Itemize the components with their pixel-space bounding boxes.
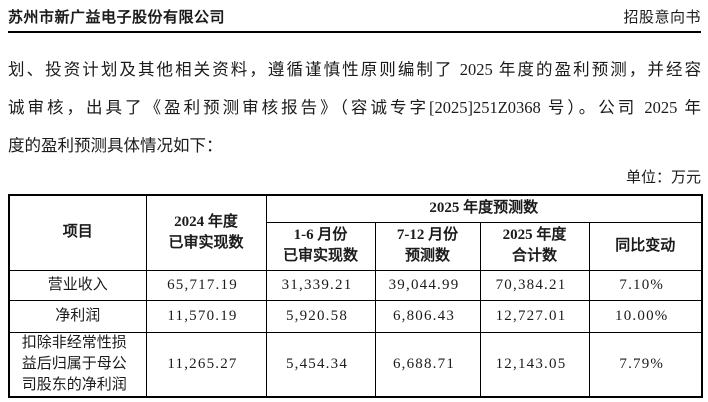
company-name: 苏州市新广益电子股份有限公司	[8, 10, 226, 26]
table-row-deducted-net-profit: 扣除非经常性损益后归属于母公司股东的净利润 11,265.27 5,454.34…	[8, 331, 703, 397]
page-header: 苏州市新广益电子股份有限公司 招股意向书	[8, 0, 701, 33]
cell-yoy-change: 7.10%	[588, 269, 703, 301]
row-item-label-text: 扣除非经常性损益后归属于母公司股东的净利润	[21, 334, 127, 393]
header-h1-actual: 1-6 月份 已审实现数	[265, 221, 376, 271]
cell-h1-actual: 31,339.21	[265, 269, 376, 301]
header-2024-actual: 2024 年度 已审实现数	[145, 194, 267, 271]
table-header-row-sub: 1-6 月份 已审实现数 7-12 月份 预测数 2025 年度 合计数 同比变…	[9, 221, 703, 271]
header-h2-forecast: 7-12 月份 预测数	[374, 221, 481, 271]
table-row-revenue: 营业收入 65,717.19 31,339.21 39,044.99 70,38…	[8, 269, 703, 301]
header-2025-total-line2: 合计数	[511, 248, 557, 264]
header-h2-forecast-line1: 7-12 月份	[396, 227, 459, 243]
cell-2024-actual: 65,717.19	[145, 269, 267, 301]
header-yoy-change: 同比变动	[588, 221, 703, 271]
cell-yoy-change: 7.79%	[588, 331, 703, 397]
cell-h1-actual: 5,920.58	[265, 299, 376, 333]
cell-2025-total: 12,143.05	[479, 331, 590, 397]
cell-h2-forecast: 39,044.99	[374, 269, 481, 301]
cell-h1-actual: 5,454.34	[265, 331, 376, 397]
header-h1-actual-line2: 已审实现数	[282, 248, 358, 264]
cell-2025-total: 70,384.21	[479, 269, 590, 301]
paragraph-line-2: 诚审核，出具了《盈利预测审核报告》（容诚专字[2025]251Z0368 号）。…	[8, 98, 701, 117]
paragraph-line-1: 划、投资计划及其他相关资料，遵循谨慎性原则编制了 2025 年度的盈利预测，并经…	[8, 60, 701, 79]
header-2025-total-line1: 2025 年度	[502, 227, 567, 243]
header-2025-forecast-group: 2025 年度预测数	[265, 194, 703, 223]
profit-forecast-table: 项目 2024 年度 已审实现数 2025 年度预测数 1-6 月份 已审实现数…	[8, 194, 704, 398]
header-item: 项目	[8, 194, 147, 271]
header-h2-forecast-line2: 预测数	[404, 248, 450, 264]
table-header-row-top: 项目 2024 年度 已审实现数 2025 年度预测数	[8, 194, 703, 271]
row-item-label: 营业收入	[8, 269, 147, 301]
cell-2024-actual: 11,570.19	[145, 299, 267, 333]
cell-yoy-change: 10.00%	[588, 299, 703, 333]
paragraph-line-3: 度的盈利预测具体情况如下：	[8, 136, 223, 155]
cell-2025-total: 12,727.01	[479, 299, 590, 333]
header-2024-actual-line2: 已审实现数	[168, 234, 244, 251]
cell-2024-actual: 11,265.27	[145, 331, 267, 397]
header-h1-actual-line1: 1-6 月份	[293, 227, 348, 243]
row-item-label: 净利润	[8, 299, 147, 333]
cell-h2-forecast: 6,806.43	[374, 299, 481, 333]
cell-h2-forecast: 6,688.71	[374, 331, 481, 397]
row-item-label: 扣除非经常性损益后归属于母公司股东的净利润	[8, 331, 147, 397]
table-row-net-profit: 净利润 11,570.19 5,920.58 6,806.43 12,727.0…	[8, 299, 703, 333]
unit-label: 单位：万元	[625, 170, 701, 186]
header-2024-actual-line1: 2024 年度	[174, 213, 238, 230]
document-type-label: 招股意向书	[623, 10, 701, 26]
body-paragraph: 划、投资计划及其他相关资料，遵循谨慎性原则编制了 2025 年度的盈利预测，并经…	[8, 51, 701, 165]
header-2025-total: 2025 年度 合计数	[479, 221, 590, 271]
